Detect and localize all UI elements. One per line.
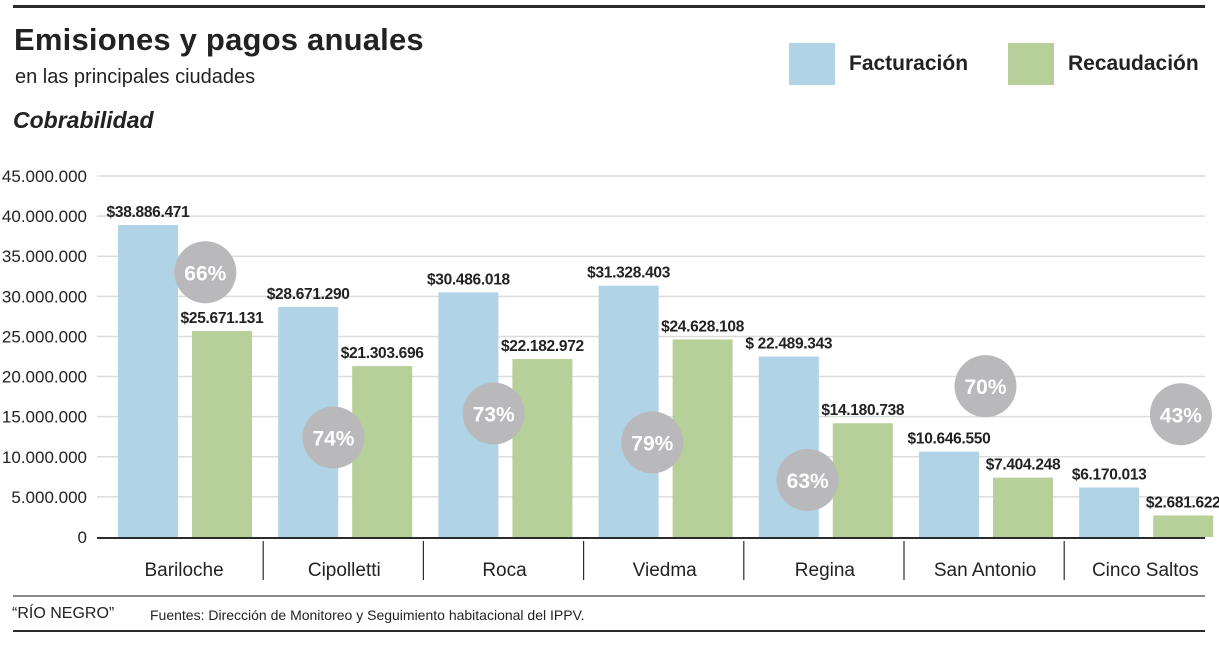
data-label: $28.671.290 <box>267 286 350 303</box>
x-tick-label: Cinco Saltos <box>1092 560 1199 581</box>
data-label: $ 22.489.343 <box>745 336 833 353</box>
cobrabilidad-label: 73% <box>473 403 515 426</box>
y-tick-label: 20.000.000 <box>2 368 87 387</box>
footer-rule-top <box>13 595 1205 597</box>
bar-recaudacion <box>512 359 573 537</box>
data-label: $10.646.550 <box>908 431 991 448</box>
legend-label-facturacion: Facturación <box>849 52 969 75</box>
section-label: Cobrabilidad <box>13 107 154 133</box>
y-tick-label: 5.000.000 <box>11 488 87 507</box>
y-tick-label: 0 <box>78 528 87 547</box>
cobrabilidad-label: 74% <box>312 428 354 451</box>
x-tick-label: Regina <box>795 560 856 581</box>
data-label: $2.681.622 <box>1146 494 1219 511</box>
y-tick-label: 15.000.000 <box>2 408 87 427</box>
bar-facturacion <box>1079 487 1140 537</box>
legend-label-recaudacion: Recaudación <box>1068 52 1199 75</box>
data-label: $25.671.131 <box>181 310 265 327</box>
data-label: $31.328.403 <box>587 265 671 282</box>
x-tick-label: Viedma <box>633 560 698 581</box>
cobrabilidad-label: 70% <box>964 376 1006 399</box>
cobrabilidad-badge <box>776 449 839 512</box>
chart-subtitle: en las principales ciudades <box>15 66 256 88</box>
y-tick-label: 25.000.000 <box>2 327 87 346</box>
cobrabilidad-badge <box>954 355 1017 418</box>
data-label: $7.404.248 <box>986 457 1061 474</box>
x-tick-label: Bariloche <box>144 560 223 581</box>
bar-recaudacion <box>993 477 1053 537</box>
data-label: $30.486.018 <box>427 271 511 288</box>
bar-recaudacion <box>832 423 893 537</box>
data-label: $6.170.013 <box>1072 467 1147 484</box>
x-tick-label: San Antonio <box>934 560 1036 581</box>
source-note: Fuentes: Dirección de Monitoreo y Seguim… <box>150 607 585 623</box>
legend-swatch-recaudacion <box>1008 43 1054 85</box>
x-tick-label: Cipolletti <box>308 560 381 581</box>
y-tick-label: 35.000.000 <box>2 247 87 266</box>
y-tick-label: 10.000.000 <box>2 448 87 467</box>
top-rule <box>13 5 1205 8</box>
cobrabilidad-badge <box>621 411 684 474</box>
bar-recaudacion <box>192 331 252 537</box>
x-tick-label: Roca <box>482 560 527 581</box>
data-label: $14.180.738 <box>821 402 905 419</box>
cobrabilidad-label: 43% <box>1160 404 1202 427</box>
y-tick-label: 40.000.000 <box>2 207 87 226</box>
cobrabilidad-label: 79% <box>631 432 673 455</box>
legend-swatch-facturacion <box>789 43 835 85</box>
footer-rule-bottom <box>13 630 1205 632</box>
y-tick-label: 45.000.000 <box>2 167 87 186</box>
bar-facturacion <box>118 225 178 538</box>
data-label: $38.886.471 <box>107 204 191 221</box>
bar-facturacion <box>919 451 979 537</box>
legend-item-recaudacion: Recaudación <box>1008 43 1199 85</box>
cobrabilidad-badge <box>462 382 525 445</box>
data-label: $22.182.972 <box>501 338 584 355</box>
data-label: $21.303.696 <box>341 345 425 362</box>
y-tick-label: 30.000.000 <box>2 287 87 306</box>
cobrabilidad-badge <box>302 406 365 469</box>
cobrabilidad-label: 63% <box>787 470 829 493</box>
data-label: $24.628.108 <box>661 318 745 335</box>
chart-title: Emisiones y pagos anuales <box>14 22 424 57</box>
source-credit: “RÍO NEGRO” <box>12 605 115 622</box>
bar-recaudacion <box>352 366 413 537</box>
legend-item-facturacion: Facturación <box>789 43 968 85</box>
bar-recaudacion <box>1153 515 1214 537</box>
cobrabilidad-badge <box>174 241 237 304</box>
bar-facturacion <box>598 285 659 537</box>
cobrabilidad-badge <box>1149 383 1212 446</box>
cobrabilidad-label: 66% <box>184 262 226 285</box>
